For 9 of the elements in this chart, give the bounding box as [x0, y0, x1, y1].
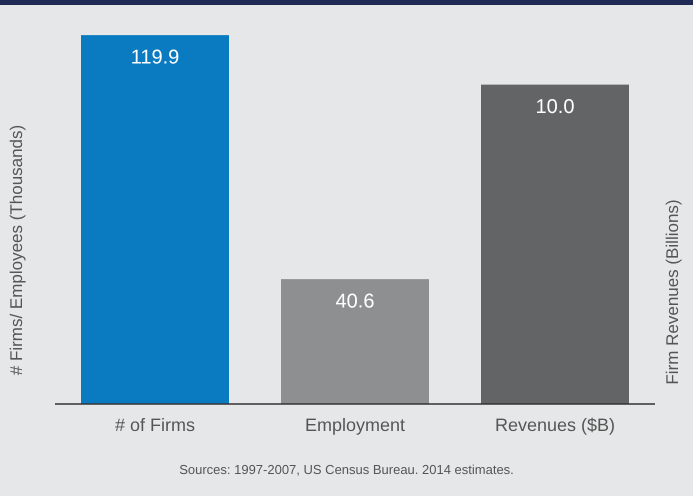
x-tick-label: Revenues ($B): [494, 414, 616, 435]
y2-axis-title: Firm Revenues (Billions): [663, 199, 682, 385]
y-axis-title: # Firms/ Employees (Thousands): [7, 124, 26, 376]
data-label: 40.6: [336, 290, 374, 312]
data-label: 10.0: [536, 96, 574, 118]
x-tick-label: # of Firms: [114, 414, 196, 435]
x-tick-label: Employment: [304, 414, 406, 435]
data-label: 119.9: [130, 46, 180, 68]
source-note: Sources: 1997-2007, US Census Bureau. 2014 estimates.: [178, 462, 515, 477]
